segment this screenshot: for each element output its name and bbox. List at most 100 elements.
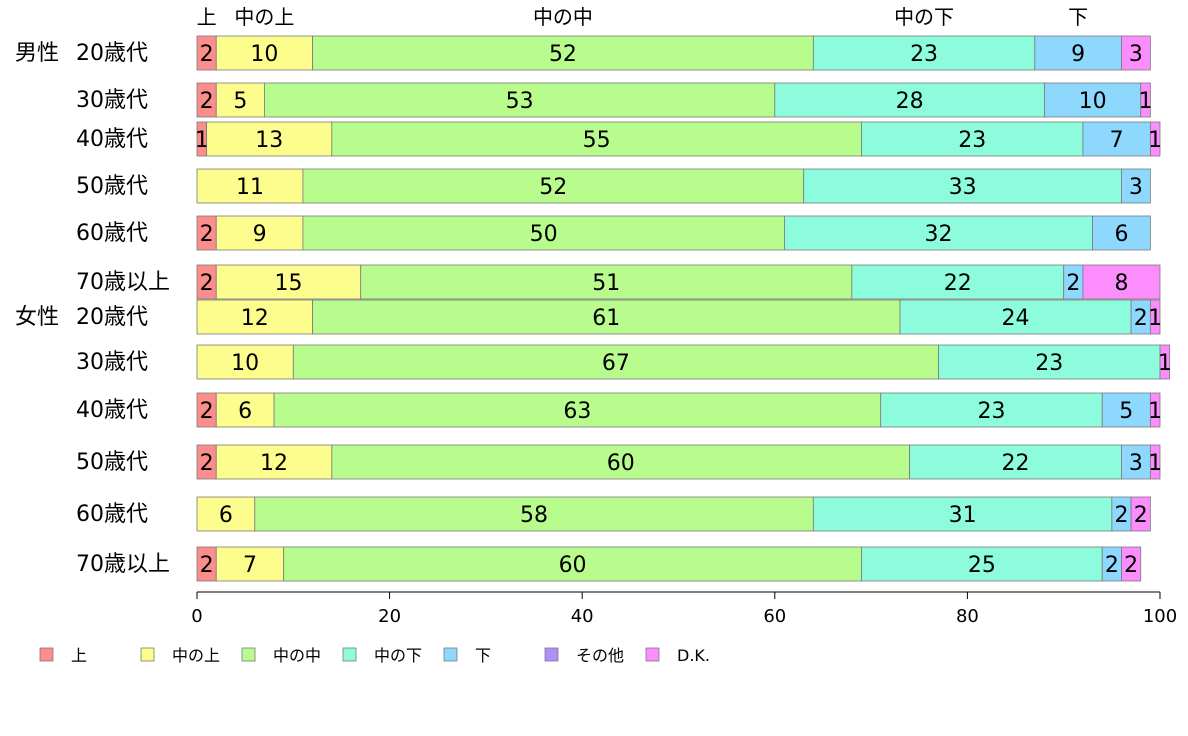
bar-segment [812,35,1036,71]
bar-segment [215,392,275,428]
bar-value-label: 1 [1139,89,1153,114]
bar-segment [215,82,265,118]
bar-value-label: 2 [200,222,214,247]
bar-segment [1121,546,1142,582]
bar-value-label: 22 [1002,451,1030,476]
bar-value-label: 55 [583,128,611,153]
top-label: 中の下 [894,5,954,29]
top-label: 中の上 [234,5,294,29]
bar-value-label: 33 [949,175,977,200]
bar-segment [803,168,1122,204]
bar-value-label: 2 [200,89,214,114]
legend-label: 中の上 [172,646,220,665]
category-label: 50歳代 [76,174,148,199]
category-label: 60歳代 [76,221,148,246]
bar-segment [1149,121,1161,157]
top-label: 下 [1068,5,1088,29]
bar-segment [1082,121,1151,157]
bar-segment [774,82,1045,118]
bar-value-label: 6 [219,503,233,528]
bar-value-label: 2 [200,399,214,424]
bar-value-label: 23 [910,42,938,67]
bar-segment [331,121,862,157]
bar-value-label: 6 [238,399,252,424]
bar-segment [851,264,1065,300]
bar-value-label: 10 [1079,89,1107,114]
bar-segment [1149,392,1161,428]
bar-value-label: 10 [250,42,278,67]
bar-segment [1159,344,1171,380]
bar-segment [1130,496,1151,532]
legend-swatch [342,647,357,662]
bar-value-label: 2 [200,271,214,296]
bar-segment [1092,215,1151,251]
bar-segment [1082,264,1161,300]
bar-segment [302,215,785,251]
x-tick-label: 100 [1143,606,1177,627]
category-label: 70歳以上 [76,552,170,577]
bar-value-label: 2 [1066,271,1080,296]
bar-value-label: 13 [255,128,283,153]
bar-segment [1121,444,1151,480]
top-category-labels: 上中の上 中の中 中の下 下 [197,5,1089,29]
bar-segment [1149,299,1161,335]
bar-value-label: 23 [977,399,1005,424]
bar-segment [206,121,333,157]
bar-value-label: 12 [241,306,269,331]
legend-swatch [140,647,155,662]
bar-segment [215,35,313,71]
legend-label: 下 [475,646,491,665]
x-tick-label: 0 [191,606,202,627]
group-label: 男性 [15,41,59,66]
category-label: 50歳代 [76,450,148,475]
bar-segment [292,344,939,380]
bar-value-label: 1 [1148,399,1162,424]
legend-label: 中の中 [273,646,321,665]
bar-value-label: 2 [200,553,214,578]
bar-value-label: 10 [231,351,259,376]
bar-value-label: 24 [1002,306,1030,331]
category-label: 30歳代 [76,350,148,375]
bar-value-label: 58 [520,503,548,528]
bar-value-label: 2 [1124,553,1138,578]
bar-segment [784,215,1093,251]
bar-value-label: 1 [1148,451,1162,476]
bar-value-label: 5 [1119,399,1133,424]
bar-segment [196,344,294,380]
bars: 2 10 52 23 9 32 5 53 28 10 11 13 55 23 7 111 52 33 32 9 50 32… [195,35,1172,582]
bar-value-label: 28 [896,89,924,114]
bar-value-label: 15 [274,271,302,296]
bar-segment [215,546,285,582]
bar-segment [1121,35,1151,71]
legend-label: 中の下 [374,646,422,665]
bar-value-label: 2 [1105,553,1119,578]
category-label: 20歳代 [76,305,148,330]
bar-segment [1044,82,1142,118]
x-axis: 0 20 40 60 80 100 [191,591,1177,627]
bar-value-label: 23 [958,128,986,153]
category-label: 60歳代 [76,502,148,527]
legend-swatch [645,647,660,662]
x-tick-label: 40 [571,606,594,627]
bar-value-label: 9 [253,222,267,247]
bar-value-label: 1 [1158,351,1172,376]
bar-value-label: 50 [530,222,558,247]
bar-value-label: 61 [592,306,620,331]
bar-segment [215,215,304,251]
bar-segment [1034,35,1122,71]
bar-value-label: 52 [539,175,567,200]
bar-segment [196,299,313,335]
bar-value-label: 8 [1114,271,1128,296]
legend-swatch [443,647,458,662]
bar-value-label: 2 [1134,503,1148,528]
legend-label: その他 [576,646,624,665]
bar-value-label: 60 [607,451,635,476]
bar-segment [283,546,862,582]
category-label: 20歳代 [76,41,148,66]
bar-value-label: 5 [233,89,247,114]
bar-value-label: 3 [1129,42,1143,67]
top-label: 上 [197,5,217,29]
bar-value-label: 2 [200,42,214,67]
